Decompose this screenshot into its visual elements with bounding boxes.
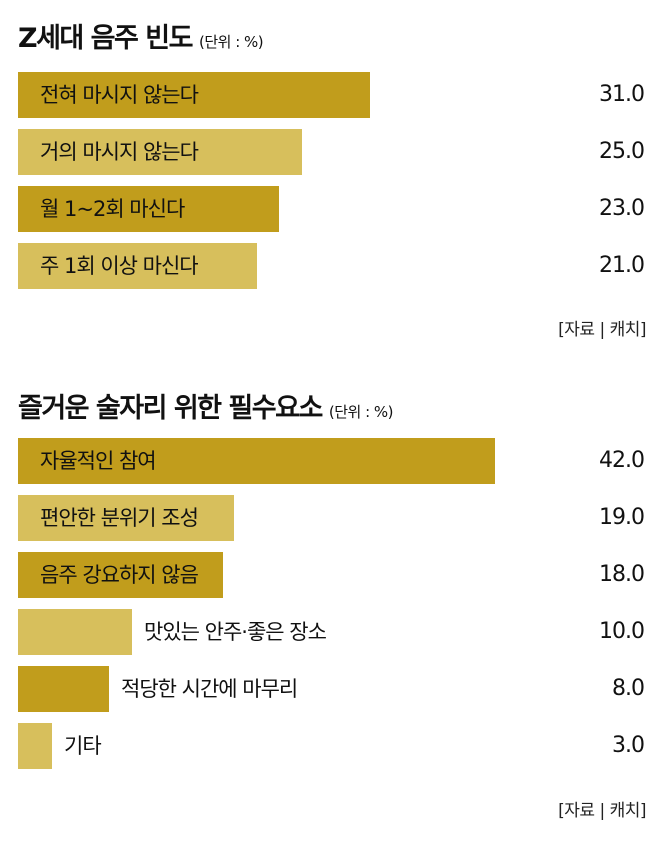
bar-value-label: 21.0 (599, 253, 645, 278)
bar (18, 552, 223, 598)
drinking-frequency-chart: Z세대 음주 빈도 (단위 : %) 전혀 마시지 않는다 31.0 거의 마시지 … (0, 0, 658, 345)
bar (18, 495, 234, 541)
bar-value-label: 42.0 (599, 448, 645, 473)
bar-value-label: 19.0 (599, 505, 645, 530)
drinking-party-essentials-chart: 즐거운 술자리 위한 필수요소 (단위 : %) 자율적인 참여 42.0 편안한 … (0, 378, 658, 821)
bar-label: 거의 마시지 않는다 (40, 140, 199, 164)
bar-label: 전혀 마시지 않는다 (40, 83, 199, 107)
bar (18, 438, 495, 484)
chart-unit: (단위 : %) (328, 403, 394, 421)
bar-value-label: 10.0 (599, 619, 645, 644)
bar-value-label: 3.0 (612, 733, 645, 758)
bar-label: 적당한 시간에 마무리 (121, 677, 298, 701)
bar-value-label: 25.0 (599, 139, 645, 164)
bar-value-label: 31.0 (599, 82, 645, 107)
bar (18, 129, 302, 175)
bar (18, 243, 257, 289)
chart-source: [자료 | 캐치] (558, 801, 646, 821)
bar-label: 자율적인 참여 (40, 449, 157, 473)
bar-label: 기타 (64, 734, 102, 758)
bar (18, 186, 279, 232)
bar-label: 음주 강요하지 않음 (40, 563, 199, 587)
bar-label: 월 1~2회 마신다 (40, 197, 185, 221)
chart-source: [자료 | 캐치] (558, 320, 646, 340)
chart-unit: (단위 : %) (199, 33, 264, 51)
chart-title: 즐거운 술자리 위한 필수요소 (18, 393, 323, 424)
chart-title-row: Z세대 음주 빈도 (단위 : %) (18, 16, 264, 55)
bar-value-label: 18.0 (599, 562, 645, 587)
chart-title-row: 즐거운 술자리 위한 필수요소 (단위 : %) (18, 386, 394, 425)
bar (18, 723, 52, 769)
bar-label: 편안한 분위기 조성 (40, 506, 199, 530)
bar (18, 72, 370, 118)
bar-label: 주 1회 이상 마신다 (40, 254, 199, 278)
bar-label: 맛있는 안주·좋은 장소 (144, 620, 327, 644)
chart-title: Z세대 음주 빈도 (18, 23, 193, 54)
bar-value-label: 23.0 (599, 196, 645, 221)
bar (18, 609, 132, 655)
bar-value-label: 8.0 (612, 676, 645, 701)
bar (18, 666, 109, 712)
